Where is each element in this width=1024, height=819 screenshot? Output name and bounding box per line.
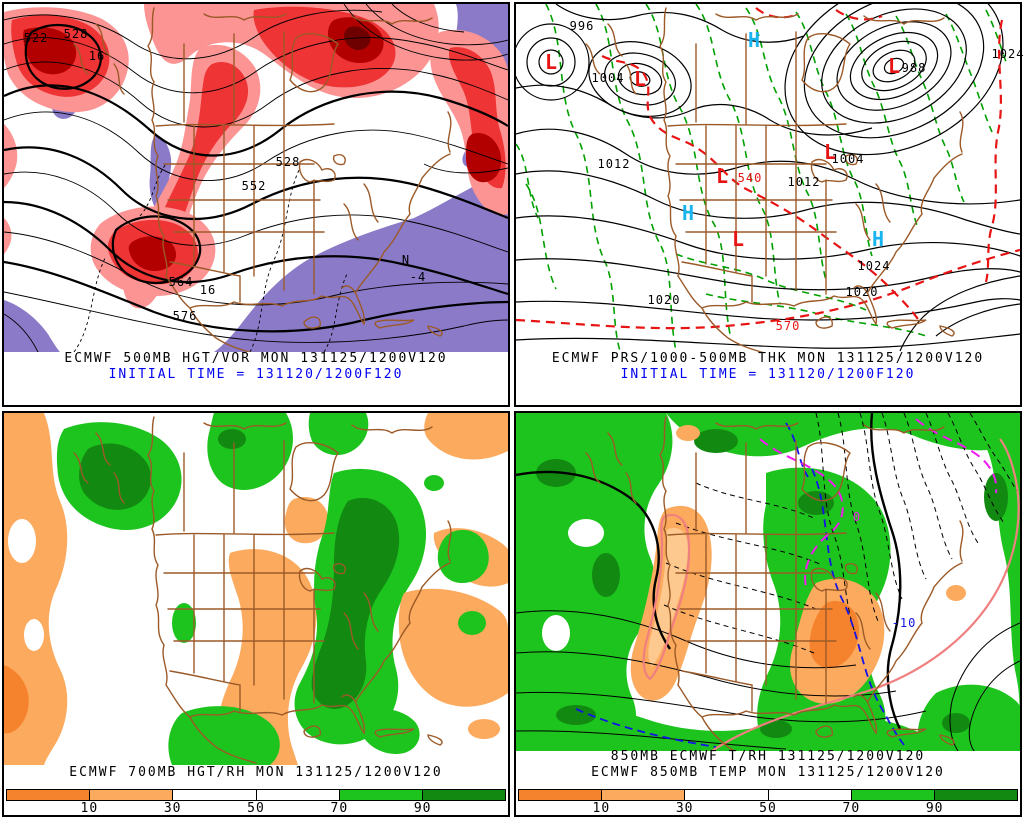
map-850mb: 0 -10 (516, 413, 1020, 751)
contour-label: 1004 (591, 71, 625, 85)
colorbar-segment (256, 790, 340, 800)
contour-label: 522 (23, 31, 49, 45)
colorbar-tick-label: 70 (330, 801, 349, 816)
low-pressure-marker: L (823, 140, 837, 164)
contour-label: 576 (172, 309, 198, 323)
colorbar-segment (339, 790, 423, 800)
high-pressure-marker: H (871, 227, 885, 251)
colorbar-tick-label: 10 (80, 801, 99, 816)
colorbar-segment (7, 790, 91, 800)
colorbar-segment (90, 790, 174, 800)
colorbar-tick-label: 90 (925, 801, 944, 816)
contour-label: 528 (63, 27, 89, 41)
low-pressure-marker: L (887, 54, 901, 78)
contour-label: 0 (852, 510, 862, 524)
map-500mb: 522 528 16 528 552 564 16 576 N -4 (4, 4, 508, 352)
rh-colorbar (6, 789, 506, 801)
colorbar-tick-label: 30 (675, 801, 694, 816)
low-pressure-marker: L (544, 50, 558, 74)
colorbar-segment (685, 790, 769, 800)
colorbar-segment (422, 790, 506, 800)
contour-label: 1020 (845, 285, 879, 299)
contour-label: -10 (891, 616, 917, 630)
contour-label: 988 (901, 61, 927, 75)
panel-title: ECMWF 700MB HGT/RH MON 131125/1200V120 (69, 765, 443, 780)
map-500mb-art (4, 4, 508, 352)
map-thickness: 996 1004 1012 988 1004 1012 1020 1020 1024 1024 54… (516, 4, 1023, 352)
colorbar-tick-label: 10 (592, 801, 611, 816)
rh-colorbar (518, 789, 1018, 801)
colorbar-tick-label: 50 (247, 801, 265, 816)
panel-title: 850MB ECMWF T/RH 131125/1200V120 (610, 749, 926, 764)
low-pressure-marker: L (633, 67, 647, 91)
map-700mb (4, 413, 508, 765)
panel-700mb-hgt-rh: ECMWF 700MB HGT/RH MON 131125/1200V120 1… (0, 409, 512, 819)
contour-label: N (401, 253, 411, 267)
panel-frame (514, 411, 1022, 817)
panel-frame (2, 2, 510, 407)
colorbar-tick-label: 90 (413, 801, 432, 816)
colorbar-segment (173, 790, 257, 800)
contour-label: 528 (275, 155, 301, 169)
rh-colorbar-ticks: 10 30 50 70 90 (6, 801, 506, 816)
low-pressure-marker: L (731, 227, 745, 251)
colorbar-tick-label: 30 (163, 801, 182, 816)
contour-label: 1020 (647, 293, 681, 307)
contour-label: 564 (168, 275, 194, 289)
panel-frame (514, 2, 1022, 407)
colorbar-segment (934, 790, 1018, 800)
panel-850mb-t-rh: 0 -10 850MB ECMWF T/RH 131125/1200V120 EC… (512, 409, 1024, 819)
initial-time-line: INITIAL TIME = 131120/1200F120 (108, 367, 404, 382)
colorbar-segment (602, 790, 686, 800)
low-pressure-marker: L (715, 164, 729, 188)
colorbar-segment (519, 790, 603, 800)
contour-label: 1024 (991, 47, 1024, 61)
high-pressure-marker: H (681, 201, 695, 225)
contour-label: 1012 (787, 175, 821, 189)
contour-label: 540 (737, 171, 763, 185)
panel-frame (2, 411, 510, 817)
panel-title: ECMWF PRS/1000-500MB THK MON 131125/1200… (551, 351, 985, 366)
colorbar-tick-label: 70 (842, 801, 861, 816)
panel-title-2: ECMWF 850MB TEMP MON 131125/1200V120 (591, 765, 945, 780)
colorbar-segment (768, 790, 852, 800)
colorbar-tick-label: 50 (759, 801, 777, 816)
high-pressure-marker: H (747, 28, 761, 52)
initial-time-line: INITIAL TIME = 131120/1200F120 (620, 367, 916, 382)
contour-label: 552 (241, 179, 267, 193)
contour-label: 1024 (857, 259, 891, 273)
panel-500mb-hgt-vor: 522 528 16 528 552 564 16 576 N -4 ECMWF 500MB HG… (0, 0, 512, 409)
panel-prs-thickness: 996 1004 1012 988 1004 1012 1020 1020 1024 1024 54… (512, 0, 1024, 409)
colorbar-segment (851, 790, 935, 800)
contour-label: 570 (775, 319, 801, 333)
rh-colorbar-ticks: 10 30 50 70 90 (518, 801, 1018, 816)
contour-label: 1012 (597, 157, 631, 171)
contour-label: 16 (88, 49, 106, 63)
contour-label: 1004 (831, 152, 865, 166)
contour-label: 16 (199, 283, 217, 297)
contour-label: 996 (569, 19, 595, 33)
panel-title: ECMWF 500MB HGT/VOR MON 131125/1200V120 (64, 351, 448, 366)
contour-label: -4 (409, 270, 427, 284)
map-thickness-art (516, 4, 1020, 352)
map-850mb-art (516, 413, 1020, 751)
map-700mb-art (4, 413, 508, 765)
